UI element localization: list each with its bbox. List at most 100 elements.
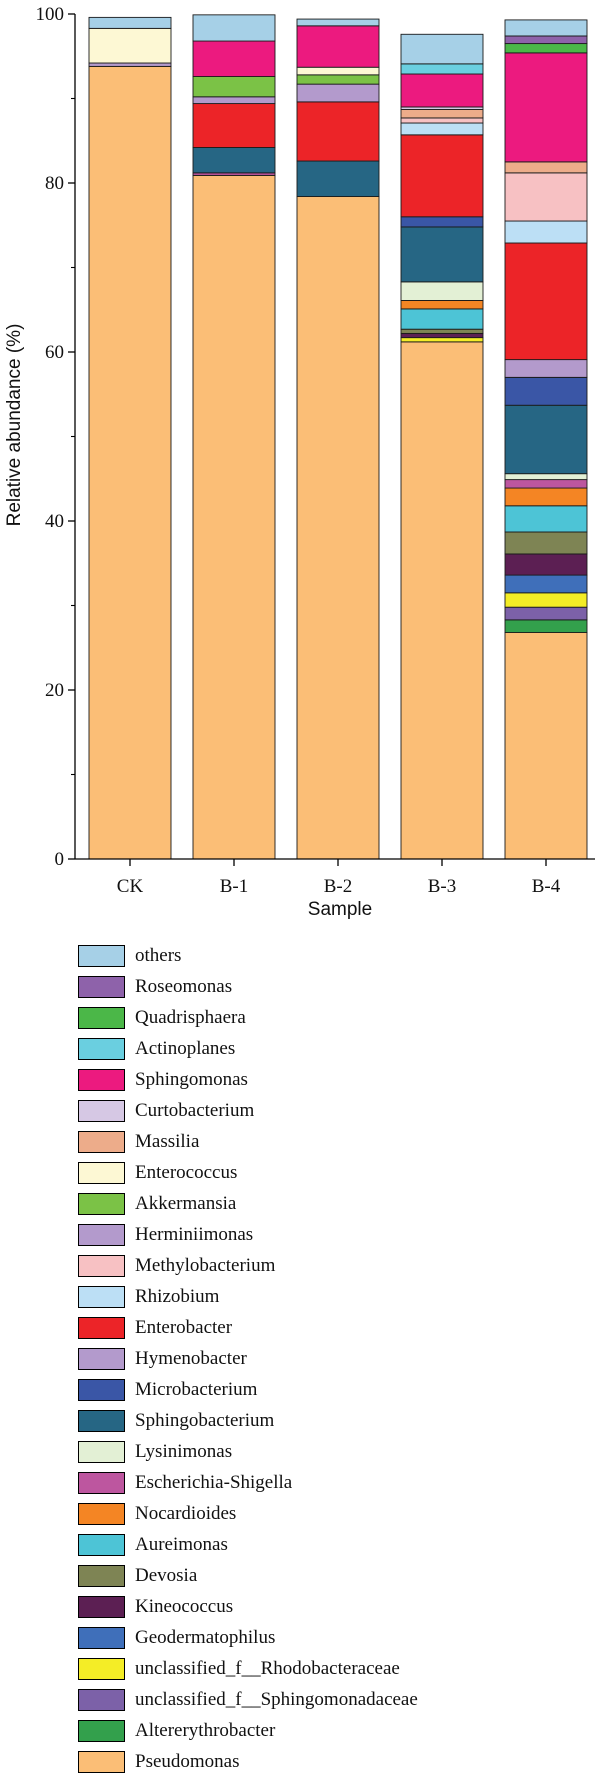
- y-tick-label: 100: [36, 4, 65, 25]
- legend-item-massilia: Massilia: [78, 1128, 578, 1159]
- bar-segment-b-3-sphingomonas: [400, 73, 484, 108]
- bar-segment-b-4-pseudomonas: [504, 632, 588, 860]
- legend-label: Roseomonas: [135, 976, 233, 997]
- bar-segment-b-4-sphingobacterium: [504, 404, 588, 475]
- legend-swatch: [78, 1348, 125, 1370]
- stacked-bar-chart: 0 20 40 60 80 100 CK B-1 B-2 B-3 B-4 Relative abun…: [4, 4, 595, 920]
- legend-label: unclassified_f__Sphingomonadaceae: [135, 1689, 418, 1710]
- legend-item-akkermansia: Akkermansia: [78, 1190, 578, 1221]
- x-tick-label-b-1: B-1: [220, 876, 249, 897]
- bar-segment-b-1-pseudomonas: [192, 174, 276, 860]
- legend-label: Methylobacterium: [135, 1255, 276, 1276]
- legend-swatch: [78, 1410, 125, 1432]
- legend-swatch: [78, 1162, 125, 1184]
- bar-segment-b-2-enterobacter: [296, 101, 380, 162]
- legend-item-escherichia-shigella: Escherichia-Shigella: [78, 1469, 578, 1500]
- bar-segment-b-3-rhizobium: [400, 122, 484, 136]
- bar-segment-b-4-others: [504, 19, 588, 37]
- legend-swatch: [78, 976, 125, 998]
- legend-item-sphingomonas: Sphingomonas: [78, 1066, 578, 1097]
- legend-swatch: [78, 1379, 125, 1401]
- legend-item-others: others: [78, 942, 578, 973]
- legend-swatch: [78, 1131, 125, 1153]
- bar-segment-b-4-unclassified-f-sphingomonadaceae: [504, 606, 588, 621]
- bar-segment-b-2-enterococcus: [296, 66, 380, 76]
- x-tick-label-b-3: B-3: [428, 876, 457, 897]
- legend-item-altererythrobacter: Altererythrobacter: [78, 1717, 578, 1748]
- bar-segment-b-3-microbacterium: [400, 216, 484, 228]
- bar-segment-b-3-unclassified-f-rhodobacteraceae: [400, 337, 484, 343]
- bar-segment-b-3-aureimonas: [400, 308, 484, 330]
- legend-item-kineococcus: Kineococcus: [78, 1593, 578, 1624]
- legend-label: Lysinimonas: [135, 1441, 233, 1462]
- legend-item-hymenobacter: Hymenobacter: [78, 1345, 578, 1376]
- bar-segment-b-4-microbacterium: [504, 376, 588, 406]
- y-axis-title: Relative abundance (%): [4, 324, 25, 527]
- legend-swatch: [78, 1751, 125, 1773]
- bar-segment-b-2-pseudomonas: [296, 196, 380, 860]
- legend-label: Devosia: [135, 1565, 198, 1586]
- bar-segment-b-1-akkermansia: [192, 76, 276, 98]
- legend-label: Geodermatophilus: [135, 1627, 276, 1648]
- legend-label: others: [135, 945, 182, 966]
- bar-segment-b-3-kineococcus: [400, 332, 484, 339]
- bar-segment-b-3-actinoplanes: [400, 63, 484, 75]
- y-tick-label: 0: [55, 849, 65, 870]
- legend-swatch: [78, 1069, 125, 1091]
- legend-item-aureimonas: Aureimonas: [78, 1531, 578, 1562]
- bar-segment-ck-enterococcus: [88, 27, 172, 64]
- bar-segment-b-3-pseudomonas: [400, 341, 484, 860]
- legend-item-geodermatophilus: Geodermatophilus: [78, 1624, 578, 1655]
- legend-item-actinoplanes: Actinoplanes: [78, 1035, 578, 1066]
- legend-label: Aureimonas: [135, 1534, 228, 1555]
- legend-label: Microbacterium: [135, 1379, 258, 1400]
- bar-segment-b-4-unclassified-f-rhodobacteraceae: [504, 592, 588, 608]
- bar-segment-b-4-sphingomonas: [504, 52, 588, 163]
- bar-segment-b-4-massilia: [504, 161, 588, 174]
- bar-segment-b-4-geodermatophilus: [504, 574, 588, 594]
- x-tick-label-b-4: B-4: [532, 876, 561, 897]
- legend: others Roseomonas Quadrisphaera Actinoplane…: [78, 942, 578, 1779]
- legend-label: Escherichia-Shigella: [135, 1472, 293, 1493]
- legend-item-roseomonas: Roseomonas: [78, 973, 578, 1004]
- bar-segment-b-4-altererythrobacter: [504, 619, 588, 633]
- legend-label: Herminiimonas: [135, 1224, 254, 1245]
- legend-item-nocardioides: Nocardioides: [78, 1500, 578, 1531]
- legend-label: Kineococcus: [135, 1596, 234, 1617]
- bar-segment-b-4-rhizobium: [504, 220, 588, 244]
- legend-swatch: [78, 1193, 125, 1215]
- legend-label: Pseudomonas: [135, 1751, 240, 1772]
- bar-segment-b-2-akkermansia: [296, 74, 380, 85]
- bar-segment-b-4-aureimonas: [504, 505, 588, 533]
- legend-item-lysinimonas: Lysinimonas: [78, 1438, 578, 1469]
- bar-segment-b-3-methylobacterium: [400, 117, 484, 124]
- legend-swatch: [78, 1317, 125, 1339]
- bar-segment-b-4-escherichia-shigella: [504, 479, 588, 489]
- legend-item-methylobacterium: Methylobacterium: [78, 1252, 578, 1283]
- legend-swatch: [78, 1627, 125, 1649]
- x-tick-label-ck: CK: [117, 876, 144, 897]
- legend-item-quadrisphaera: Quadrisphaera: [78, 1004, 578, 1035]
- bar-segment-b-2-sphingomonas: [296, 25, 380, 68]
- bar-segment-b-1-others: [192, 14, 276, 42]
- bar-segment-b-3-enterobacter: [400, 134, 484, 218]
- legend-label: Curtobacterium: [135, 1100, 255, 1121]
- legend-swatch: [78, 1565, 125, 1587]
- bar-segment-b-4-quadrisphaera: [504, 43, 588, 54]
- legend-swatch: [78, 1224, 125, 1246]
- legend-swatch: [78, 1286, 125, 1308]
- y-tick-label: 20: [45, 680, 64, 701]
- legend-label: Akkermansia: [135, 1193, 237, 1214]
- x-tick-label-b-2: B-2: [324, 876, 353, 897]
- bar-segment-b-4-methylobacterium: [504, 172, 588, 222]
- legend-swatch: [78, 1038, 125, 1060]
- bar-segment-b-2-others: [296, 18, 380, 27]
- legend-label: Enterobacter: [135, 1317, 233, 1338]
- legend-swatch: [78, 1596, 125, 1618]
- legend-label: unclassified_f__Rhodobacteraceae: [135, 1658, 400, 1679]
- bar-segment-b-1-sphingobacterium: [192, 147, 276, 174]
- legend-item-unclassified-f-sphingomonadaceae: unclassified_f__Sphingomonadaceae: [78, 1686, 578, 1717]
- legend-swatch: [78, 1441, 125, 1463]
- legend-item-unclassified-f-rhodobacteraceae: unclassified_f__Rhodobacteraceae: [78, 1655, 578, 1686]
- bar-segment-ck-others: [88, 16, 172, 29]
